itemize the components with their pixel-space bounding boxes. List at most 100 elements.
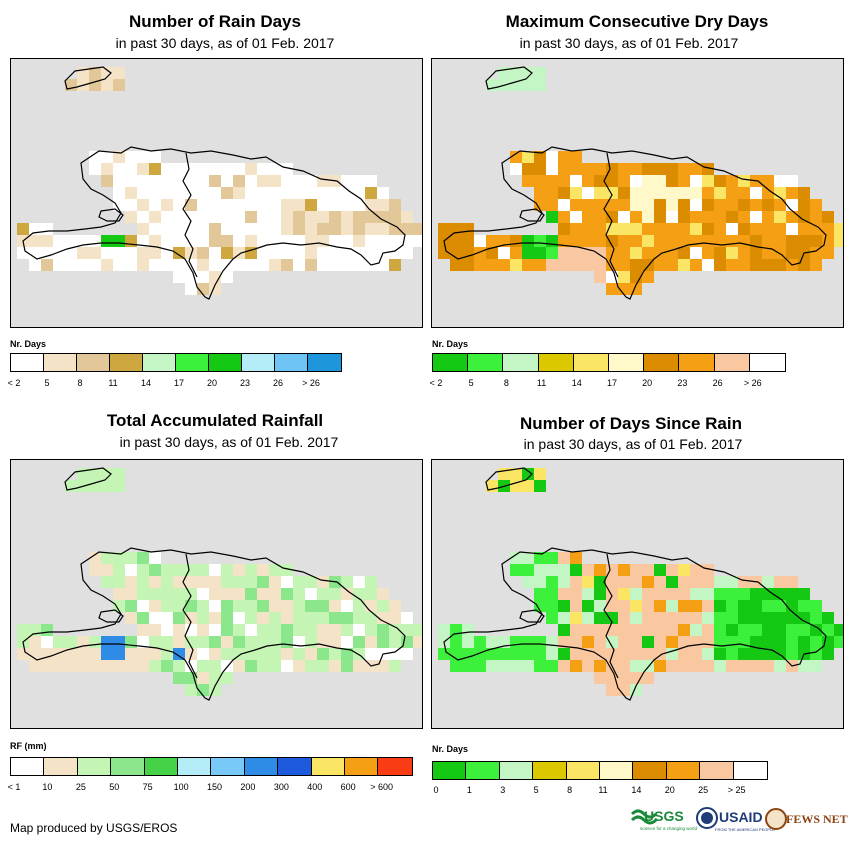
grid-cell — [257, 163, 269, 175]
grid-cell — [702, 564, 714, 576]
grid-cell — [113, 564, 125, 576]
legend-tick-label: > 26 — [743, 378, 762, 388]
grid-cell — [89, 480, 101, 492]
grid-cell — [666, 588, 678, 600]
grid-cell — [786, 235, 798, 247]
grid-cell — [714, 648, 726, 660]
grid-cell — [546, 211, 558, 223]
haiti-dr-border — [182, 553, 198, 679]
grid-cell — [365, 600, 377, 612]
legend-tick-label: 8 — [567, 785, 573, 795]
grid-cell — [329, 660, 341, 672]
grid-cell — [498, 636, 510, 648]
grid-cell — [53, 259, 65, 271]
grid-cell — [173, 199, 185, 211]
grid-cell — [221, 211, 233, 223]
grid-cell — [293, 259, 305, 271]
grid-cell — [738, 187, 750, 199]
gonave-island-outline — [98, 208, 124, 222]
grid-cell — [317, 187, 329, 199]
fewsnet-logo: FEWS NET — [765, 808, 848, 830]
grid-cell — [678, 211, 690, 223]
grid-cell — [486, 259, 498, 271]
grid-cell — [690, 235, 702, 247]
grid-cell — [714, 576, 726, 588]
tortuga-island-outline — [485, 66, 533, 90]
grid-cell — [486, 235, 498, 247]
grid-cell — [798, 235, 810, 247]
grid-cell — [209, 624, 221, 636]
grid-cell — [41, 223, 53, 235]
grid-cell — [522, 468, 534, 480]
grid-cell — [570, 259, 582, 271]
grid-cell — [666, 648, 678, 660]
grid-cell — [197, 612, 209, 624]
legend-unit-dry-days: Nr. Days — [432, 339, 469, 349]
grid-cell — [305, 175, 317, 187]
grid-cell — [714, 199, 726, 211]
grid-cell — [89, 235, 101, 247]
grid-cell — [281, 564, 293, 576]
grid-cell — [233, 247, 245, 259]
grid-cell — [101, 163, 113, 175]
grid-cell — [750, 624, 762, 636]
grid-cell — [558, 552, 570, 564]
grid-cell — [185, 199, 197, 211]
grid-cell — [690, 600, 702, 612]
grid-cell — [377, 187, 389, 199]
grid-cell — [161, 199, 173, 211]
grid-cell — [618, 684, 630, 696]
grid-cell — [245, 259, 257, 271]
grid-cell — [305, 648, 317, 660]
grid-cell — [389, 211, 401, 223]
grid-cell — [185, 672, 197, 684]
grid-cell — [293, 660, 305, 672]
grid-cell — [618, 660, 630, 672]
grid-cell — [666, 259, 678, 271]
grid-cell — [570, 612, 582, 624]
grid-cell — [714, 247, 726, 259]
legend-tick-label: 14 — [571, 378, 582, 388]
grid-cell — [185, 624, 197, 636]
grid-cell — [714, 624, 726, 636]
grid-cell — [389, 600, 401, 612]
grid-cell — [53, 636, 65, 648]
grid-cell — [594, 199, 606, 211]
grid-cell — [738, 223, 750, 235]
grid-cell — [149, 552, 161, 564]
grid-cell — [149, 223, 161, 235]
grid-cell — [546, 187, 558, 199]
grid-cell — [245, 660, 257, 672]
grid-cell — [678, 636, 690, 648]
grid-cell — [269, 259, 281, 271]
grid-cell — [185, 211, 197, 223]
legend-tick-label: 400 — [307, 782, 323, 792]
grid-cell — [137, 187, 149, 199]
grid-cell — [798, 660, 810, 672]
grid-cell — [606, 576, 618, 588]
legend-swatch — [700, 762, 734, 779]
grid-cell — [185, 612, 197, 624]
grid-cell — [690, 163, 702, 175]
grid-cell — [245, 624, 257, 636]
grid-cell — [654, 612, 666, 624]
grid-cell — [582, 612, 594, 624]
grid-cell — [630, 199, 642, 211]
grid-cell — [726, 648, 738, 660]
grid-cell — [654, 636, 666, 648]
grid-cell — [161, 175, 173, 187]
legend-swatch — [11, 354, 44, 371]
grid-cell — [522, 247, 534, 259]
grid-cell — [810, 636, 822, 648]
grid-cell — [654, 648, 666, 660]
grid-cell — [618, 271, 630, 283]
legend-swatch — [714, 354, 750, 371]
grid-cell — [365, 612, 377, 624]
grid-cell — [654, 235, 666, 247]
grid-cell — [329, 648, 341, 660]
grid-cell — [666, 660, 678, 672]
grid-cell — [113, 67, 125, 79]
grid-cell — [726, 235, 738, 247]
grid-cell — [798, 223, 810, 235]
grid-cell — [197, 624, 209, 636]
